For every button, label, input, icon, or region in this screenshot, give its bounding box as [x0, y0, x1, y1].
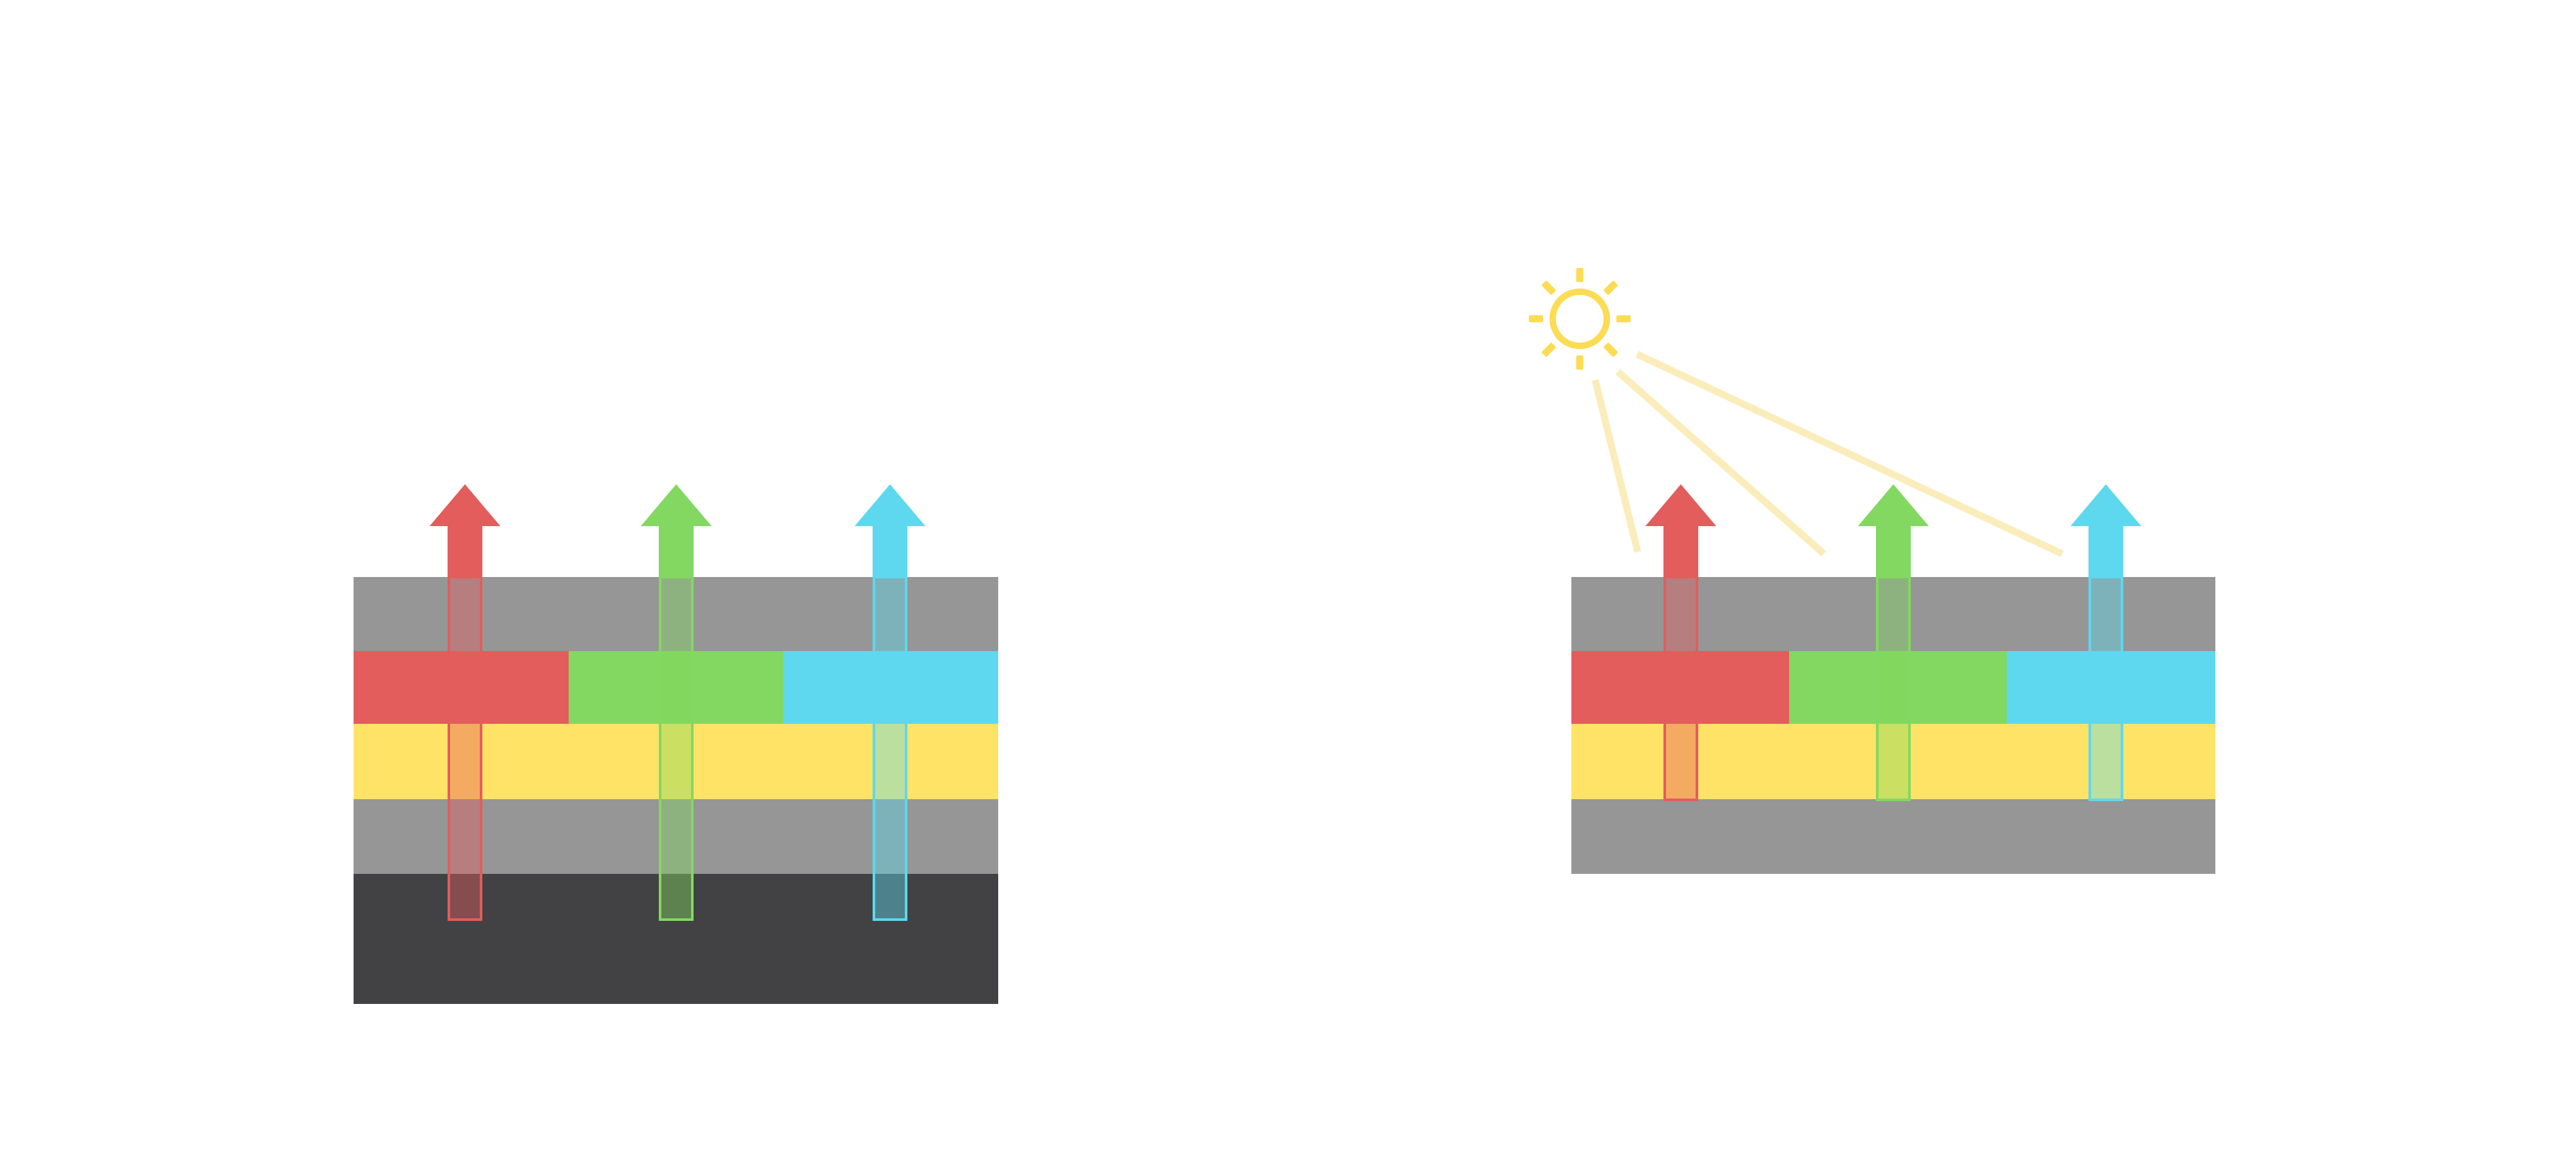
backlit-display-stack-substrate-layer [354, 799, 998, 874]
backlit-display-stack-glass-top-layer [354, 577, 998, 651]
backlit-display-stack-red-light-arrow-beam [448, 576, 482, 921]
reflective-display-stack-glass-top-layer [1571, 577, 2215, 651]
backlit-display-stack-red-light-arrow [430, 484, 500, 578]
sun-ray-spoke-3 [1616, 315, 1631, 323]
sun-ray-spoke-6 [1542, 343, 1556, 357]
reflective-display-stack-blue-light-arrow [2070, 484, 2141, 578]
sun-ray-spoke-2 [1604, 281, 1618, 295]
backlit-display-stack-blue-light-arrow [855, 484, 925, 578]
backlit-display-stack-green-light-arrow-beam [659, 576, 694, 921]
reflective-display-stack-blue-subpixel [2007, 651, 2215, 724]
sun-ray-spoke-4 [1604, 343, 1618, 357]
sun-ray-spoke-8 [1542, 281, 1556, 295]
sun-ray-spoke-1 [1576, 268, 1584, 282]
sun-ray-spoke-7 [1529, 315, 1543, 323]
reflective-display-stack-red-light-arrow-beam [1663, 576, 1698, 801]
reflective-display-stack-green-light-arrow-beam [1876, 576, 1911, 801]
reflective-display-stack-red-light-arrow [1645, 484, 1716, 578]
sunlight-ray-3 [1635, 351, 2064, 557]
reflective-display-stack-green-light-arrow [1858, 484, 1929, 578]
sun-icon [1549, 288, 1610, 349]
reflective-display-stack-emissive-layer-yellow [1571, 724, 2215, 799]
backlit-display-stack-green-light-arrow [641, 484, 712, 578]
reflective-display-stack-green-subpixel [1789, 651, 2007, 724]
reflective-display-stack-blue-light-arrow-beam [2088, 576, 2123, 801]
backlit-display-stack-green-subpixel [569, 651, 783, 724]
backlit-display-stack-red-subpixel [354, 651, 569, 724]
sunlight-ray-1 [1591, 379, 1642, 553]
backlit-display-stack-backlight-layer [354, 874, 998, 1004]
reflective-display-stack-reflector-layer [1571, 799, 2215, 874]
backlit-display-stack-blue-subpixel [783, 651, 998, 724]
sun-ray-spoke-5 [1576, 355, 1584, 370]
reflective-display-stack-red-subpixel [1571, 651, 1789, 724]
backlit-display-stack-blue-light-arrow-beam [873, 576, 907, 921]
backlit-display-stack-emissive-layer-yellow [354, 724, 998, 799]
sunlight-ray-2 [1615, 368, 1826, 557]
